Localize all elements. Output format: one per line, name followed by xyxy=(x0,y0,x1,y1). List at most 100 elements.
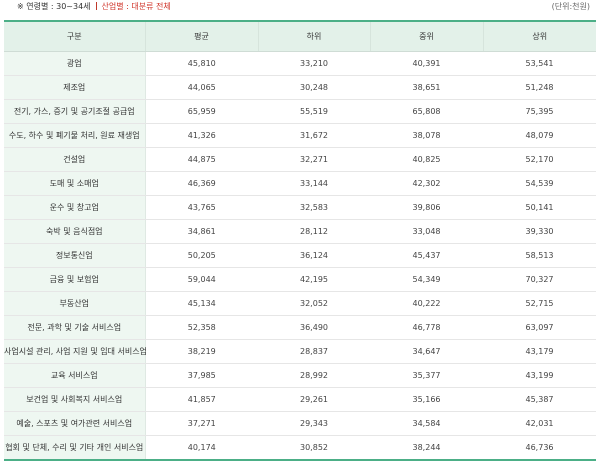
row-category: 제조업 xyxy=(4,75,146,100)
cell-lower: 55,519 xyxy=(258,99,370,124)
cell-lower: 28,992 xyxy=(258,363,370,388)
salary-table: 구분 평균 하위 중위 상위 광업 45,810 33,210 40,391 53,54… xyxy=(4,20,596,461)
cell-average: 45,810 xyxy=(145,51,258,76)
filter-bar: ※ 연령별 : 30~34세 산업별 : 대분류 전체 (단위:천원) xyxy=(0,0,600,14)
row-category: 광업 xyxy=(4,51,146,76)
cell-average: 41,857 xyxy=(145,387,258,412)
cell-upper: 53,541 xyxy=(483,51,596,76)
cell-average: 52,358 xyxy=(145,315,258,340)
cell-median: 40,222 xyxy=(370,291,483,316)
table-row: 사업시설 관리, 사업 지원 및 임대 서비스업 38,219 28,837 34,6… xyxy=(4,339,596,364)
table-row: 운수 및 창고업 43,765 32,583 39,806 50,141 xyxy=(4,195,596,220)
row-category: 전기, 가스, 증기 및 공기조절 공급업 xyxy=(4,99,146,124)
row-category: 부동산업 xyxy=(4,291,146,316)
table-row: 보건업 및 사회복지 서비스업 41,857 29,261 35,166 45,387 xyxy=(4,387,596,412)
cell-average: 44,875 xyxy=(145,147,258,172)
table-row: 교육 서비스업 37,985 28,992 35,377 43,199 xyxy=(4,363,596,388)
table-row: 전기, 가스, 증기 및 공기조절 공급업 65,959 55,519 65,808 7… xyxy=(4,99,596,124)
table-row: 전문, 과학 및 기술 서비스업 52,358 36,490 46,778 63,097 xyxy=(4,315,596,340)
industry-filter-label: 산업별 : 대분류 전체 xyxy=(101,2,171,11)
cell-median: 40,391 xyxy=(370,51,483,76)
cell-upper: 52,170 xyxy=(483,147,596,172)
table-row: 제조업 44,065 30,248 38,651 51,248 xyxy=(4,75,596,100)
row-category: 수도, 하수 및 폐기물 처리, 원료 재생업 xyxy=(4,123,146,148)
cell-lower: 29,343 xyxy=(258,411,370,436)
cell-median: 38,651 xyxy=(370,75,483,100)
row-category: 사업시설 관리, 사업 지원 및 임대 서비스업 xyxy=(4,339,147,364)
cell-upper: 46,736 xyxy=(483,435,596,461)
cell-average: 46,369 xyxy=(145,171,258,196)
cell-lower: 32,583 xyxy=(258,195,370,220)
cell-median: 34,584 xyxy=(370,411,483,436)
cell-upper: 45,387 xyxy=(483,387,596,412)
cell-median: 34,647 xyxy=(370,339,483,364)
cell-average: 41,326 xyxy=(145,123,258,148)
cell-average: 45,134 xyxy=(145,291,258,316)
table-row: 부동산업 45,134 32,052 40,222 52,715 xyxy=(4,291,596,316)
cell-lower: 29,261 xyxy=(258,387,370,412)
cell-lower: 33,210 xyxy=(258,51,370,76)
cell-median: 65,808 xyxy=(370,99,483,124)
age-filter-label: ※ 연령별 : 30~34세 xyxy=(17,2,91,11)
row-category: 전문, 과학 및 기술 서비스업 xyxy=(4,315,146,340)
cell-lower: 36,490 xyxy=(258,315,370,340)
cell-median: 35,166 xyxy=(370,387,483,412)
filter-summary: ※ 연령별 : 30~34세 산업별 : 대분류 전체 xyxy=(17,0,171,14)
cell-median: 38,244 xyxy=(370,435,483,461)
cell-lower: 28,837 xyxy=(258,339,370,364)
header-median: 중위 xyxy=(369,21,483,52)
header-category: 구분 xyxy=(4,21,145,52)
cell-upper: 42,031 xyxy=(483,411,596,436)
row-category: 정보통신업 xyxy=(4,243,146,268)
cell-median: 39,806 xyxy=(370,195,483,220)
cell-median: 35,377 xyxy=(370,363,483,388)
cell-upper: 39,330 xyxy=(483,219,596,244)
cell-lower: 31,672 xyxy=(258,123,370,148)
cell-upper: 51,248 xyxy=(483,75,596,100)
cell-average: 65,959 xyxy=(145,99,258,124)
row-category: 도매 및 소매업 xyxy=(4,171,146,196)
cell-upper: 75,395 xyxy=(483,99,596,124)
table-row: 광업 45,810 33,210 40,391 53,541 xyxy=(4,51,596,76)
cell-median: 54,349 xyxy=(370,267,483,292)
cell-lower: 33,144 xyxy=(258,171,370,196)
row-category: 금융 및 보험업 xyxy=(4,267,146,292)
header-lower: 하위 xyxy=(257,21,370,52)
row-category: 예술, 스포츠 및 여가관련 서비스업 xyxy=(4,411,146,436)
row-category: 협회 및 단체, 수리 및 기타 개인 서비스업 xyxy=(4,435,146,461)
cell-median: 38,078 xyxy=(370,123,483,148)
cell-upper: 43,179 xyxy=(483,339,596,364)
cell-upper: 70,327 xyxy=(483,267,596,292)
cell-median: 46,778 xyxy=(370,315,483,340)
cell-median: 33,048 xyxy=(370,219,483,244)
table-row: 협회 및 단체, 수리 및 기타 개인 서비스업 40,174 30,852 38,2… xyxy=(4,435,596,461)
cell-lower: 30,852 xyxy=(258,435,370,461)
cell-average: 38,219 xyxy=(145,339,258,364)
cell-upper: 50,141 xyxy=(483,195,596,220)
cell-average: 44,065 xyxy=(145,75,258,100)
cell-average: 40,174 xyxy=(145,435,258,461)
cell-average: 43,765 xyxy=(145,195,258,220)
cell-median: 45,437 xyxy=(370,243,483,268)
header-upper: 상위 xyxy=(482,21,596,52)
cell-median: 42,302 xyxy=(370,171,483,196)
table-row: 정보통신업 50,205 36,124 45,437 58,513 xyxy=(4,243,596,268)
row-category: 숙박 및 음식점업 xyxy=(4,219,146,244)
cell-median: 40,825 xyxy=(370,147,483,172)
table-header-row: 구분 평균 하위 중위 상위 xyxy=(4,21,596,52)
table-row: 금융 및 보험업 59,044 42,195 54,349 70,327 xyxy=(4,267,596,292)
table-row: 숙박 및 음식점업 34,861 28,112 33,048 39,330 xyxy=(4,219,596,244)
table-row: 도매 및 소매업 46,369 33,144 42,302 54,539 xyxy=(4,171,596,196)
table-row: 수도, 하수 및 폐기물 처리, 원료 재생업 41,326 31,672 38,07… xyxy=(4,123,596,148)
cell-lower: 42,195 xyxy=(258,267,370,292)
cell-average: 37,271 xyxy=(145,411,258,436)
filter-divider xyxy=(95,2,97,10)
table-row: 예술, 스포츠 및 여가관련 서비스업 37,271 29,343 34,584 42,… xyxy=(4,411,596,436)
table-row: 건설업 44,875 32,271 40,825 52,170 xyxy=(4,147,596,172)
cell-upper: 52,715 xyxy=(483,291,596,316)
cell-lower: 30,248 xyxy=(258,75,370,100)
cell-upper: 48,079 xyxy=(483,123,596,148)
cell-upper: 63,097 xyxy=(483,315,596,340)
cell-lower: 32,052 xyxy=(258,291,370,316)
cell-upper: 43,199 xyxy=(483,363,596,388)
